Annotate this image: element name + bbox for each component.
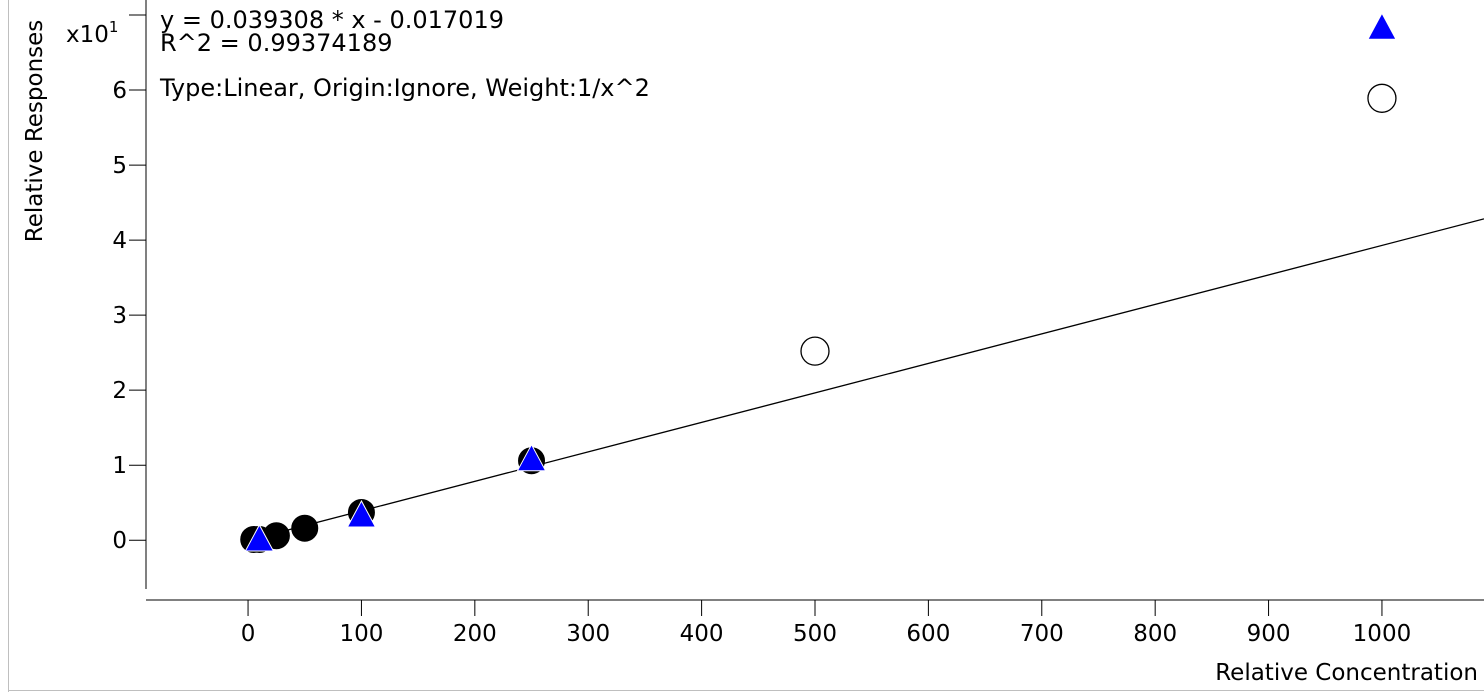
- data-point-triangle: [516, 443, 547, 472]
- y-ticks: 0 1 2 3 4 5 6: [112, 14, 146, 554]
- y-tick-label: 0: [112, 528, 127, 554]
- x-axis-label: Relative Concentration: [1215, 660, 1478, 686]
- y-tick-label: 6: [112, 78, 127, 104]
- y-multiplier-base: x10: [66, 22, 109, 48]
- x-tick-label: 0: [241, 621, 256, 647]
- y-tick-label: 5: [112, 153, 127, 179]
- y-axis-label: Relative Responses: [22, 20, 48, 243]
- x-tick-label: 800: [1133, 621, 1177, 647]
- x-tick-label: 1000: [1353, 621, 1412, 647]
- r-squared: R^2 = 0.99374189: [160, 29, 393, 57]
- fit-line: [247, 218, 1484, 541]
- y-multiplier-exponent: 1: [109, 18, 119, 36]
- y-tick-label: 1: [112, 453, 127, 479]
- frame-bottom-border: [8, 690, 1484, 691]
- x-tick-label: 400: [680, 621, 724, 647]
- x-tick-label: 500: [793, 621, 837, 647]
- fit-equation: y = 0.039308 * x - 0.017019: [160, 6, 504, 34]
- data-point-filled: [291, 514, 319, 542]
- data-point-triangle: [1367, 12, 1397, 40]
- y-tick-label: 3: [112, 303, 127, 329]
- data-points: [240, 12, 1397, 553]
- x-tick-label: 100: [339, 621, 383, 647]
- x-ticks: 0 100 200 300 400 500 600 700 800 900 1000: [241, 600, 1411, 647]
- frame-left-border: [8, 0, 9, 692]
- data-point-open: [1367, 83, 1397, 113]
- fit-type: Type:Linear, Origin:Ignore, Weight:1/x^2: [160, 74, 650, 102]
- data-point-triangle: [346, 499, 377, 528]
- y-tick-label: 2: [112, 378, 127, 404]
- y-tick-label: 4: [112, 228, 127, 254]
- x-tick-label: 200: [453, 621, 497, 647]
- fit-line-group: [247, 218, 1484, 541]
- y-multiplier-label: x101: [66, 18, 118, 48]
- x-tick-label: 900: [1247, 621, 1291, 647]
- x-tick-label: 600: [906, 621, 950, 647]
- data-point-triangle: [244, 523, 275, 552]
- x-tick-label: 700: [1020, 621, 1064, 647]
- x-tick-label: 300: [566, 621, 610, 647]
- data-point-open: [800, 336, 830, 366]
